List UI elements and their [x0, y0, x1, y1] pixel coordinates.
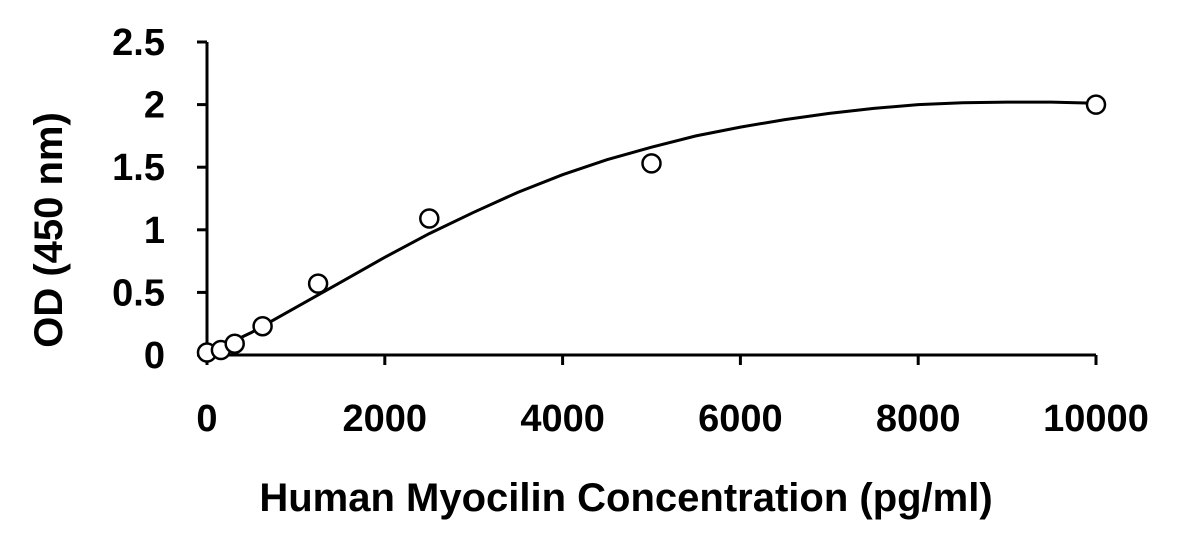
- x-tick-label: 2000: [343, 398, 428, 440]
- x-tick-group: 0 2000 4000 6000 8000 10000: [196, 355, 1149, 440]
- y-tick-label: 2.5: [112, 22, 165, 64]
- data-point: [252, 315, 273, 337]
- x-axis-title: Human Myocilin Concentration (pg/ml): [259, 476, 992, 520]
- data-point: [224, 333, 245, 354]
- data-point: [307, 273, 329, 294]
- y-axis-title: OD (450 nm): [27, 112, 71, 348]
- x-tick-label: 4000: [520, 398, 605, 440]
- y-tick-label: 0: [144, 335, 165, 377]
- x-tick-label: 0: [196, 398, 217, 440]
- data-points: [196, 94, 1107, 363]
- data-point: [1085, 94, 1107, 115]
- data-point: [641, 153, 662, 174]
- x-tick-label: 10000: [1043, 398, 1149, 440]
- y-tick-label: 2: [144, 85, 165, 127]
- y-tick-label: 0.5: [112, 272, 165, 314]
- x-tick-label: 8000: [876, 398, 961, 440]
- y-axis: 0 0.5 1 1.5 2 2.5: [112, 22, 209, 377]
- data-point: [419, 208, 440, 229]
- x-axis: 0 2000 4000 6000 8000 10000: [196, 353, 1149, 440]
- fit-curve: [206, 100, 1097, 356]
- y-tick-label: 1.5: [112, 147, 165, 189]
- y-tick-label: 1: [144, 210, 165, 252]
- x-tick-label: 6000: [698, 398, 783, 440]
- y-tick-group: 0 0.5 1 1.5 2 2.5: [112, 22, 207, 377]
